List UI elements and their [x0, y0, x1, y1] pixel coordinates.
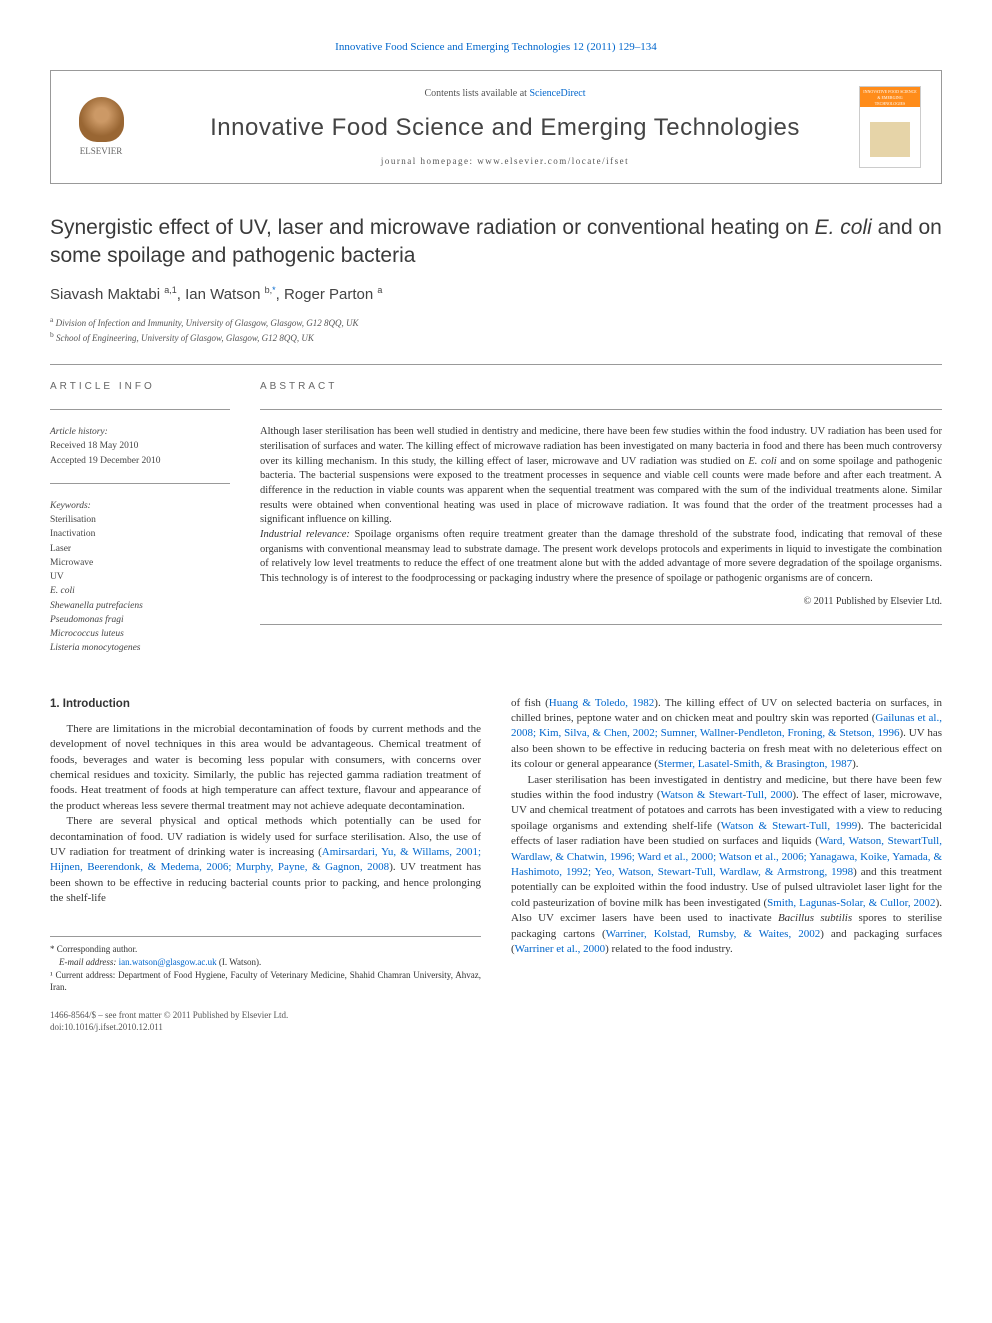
- email-label: E-mail address:: [59, 957, 116, 967]
- article-title: Synergistic effect of UV, laser and micr…: [50, 214, 942, 269]
- history-label: Article history:: [50, 425, 230, 439]
- keyword: Micrococcus luteus: [50, 627, 230, 641]
- cover-label: INNOVATIVE FOOD SCIENCE & EMERGING TECHN…: [862, 89, 918, 106]
- citation-link[interactable]: Smith, Lagunas-Solar, & Cullor, 2002: [767, 897, 935, 909]
- c2p2-end: ) related to the food industry.: [605, 943, 733, 955]
- corresponding-author-link[interactable]: *: [272, 285, 276, 295]
- homepage-line: journal homepage: www.elsevier.com/locat…: [151, 155, 859, 168]
- email-line: E-mail address: ian.watson@glasgow.ac.uk…: [50, 956, 481, 969]
- species-name: Bacillus subtilis: [778, 912, 852, 924]
- industrial-relevance-label: Industrial relevance:: [260, 529, 350, 540]
- contents-line: Contents lists available at ScienceDirec…: [151, 87, 859, 101]
- c2p1-end: ).: [852, 758, 858, 770]
- email-who: (I. Watson).: [217, 957, 262, 967]
- footnotes: * Corresponding author. E-mail address: …: [50, 936, 481, 993]
- author-1-sup: a,1: [164, 285, 177, 295]
- abstract-column: ABSTRACT Although laser sterilisation ha…: [260, 380, 942, 671]
- keywords-label: Keywords:: [50, 499, 230, 513]
- corresponding-author-note: * Corresponding author.: [50, 943, 481, 956]
- left-column: 1. Introduction There are limitations in…: [50, 696, 481, 1034]
- citation-link[interactable]: Watson & Stewart-Tull, 2000: [661, 789, 793, 801]
- abstract-text: Although laser sterilisation has been we…: [260, 425, 942, 587]
- affiliation-a: a Division of Infection and Immunity, Un…: [50, 315, 942, 330]
- abstract-heading: ABSTRACT: [260, 380, 942, 394]
- citation-link[interactable]: Huang & Toledo, 1982: [549, 697, 655, 709]
- authors-list: Siavash Maktabi a,1, Ian Watson b,*, Rog…: [50, 284, 942, 305]
- info-divider-1: [50, 409, 230, 410]
- title-species: E. coli: [815, 216, 872, 239]
- elsevier-tree-icon: [79, 97, 124, 142]
- main-two-columns: 1. Introduction There are limitations in…: [50, 696, 942, 1034]
- header-center: Contents lists available at ScienceDirec…: [151, 87, 859, 167]
- article-info-column: ARTICLE INFO Article history: Received 1…: [50, 380, 230, 671]
- homepage-prefix: journal homepage:: [381, 156, 477, 166]
- keyword: Sterilisation: [50, 513, 230, 527]
- keyword: Pseudomonas fragi: [50, 613, 230, 627]
- keywords-list: Sterilisation Inactivation Laser Microwa…: [50, 513, 230, 656]
- publisher-logo: ELSEVIER: [71, 95, 131, 160]
- intro-paragraph-3: Laser sterilisation has been investigate…: [511, 773, 942, 958]
- abstract-bottom-divider: [260, 624, 942, 625]
- copyright-line: © 2011 Published by Elsevier Ltd.: [260, 595, 942, 609]
- keyword: E. coli: [50, 584, 230, 598]
- author-3-sup: a: [377, 285, 382, 295]
- citation-link[interactable]: Watson & Stewart-Tull, 1999: [721, 820, 857, 832]
- homepage-url[interactable]: www.elsevier.com/locate/ifset: [477, 156, 629, 166]
- info-divider-2: [50, 483, 230, 484]
- industrial-relevance-body: Spoilage organisms often require treatme…: [260, 529, 942, 584]
- intro-paragraph-1: There are limitations in the microbial d…: [50, 722, 481, 814]
- keyword: Inactivation: [50, 527, 230, 541]
- contents-prefix: Contents lists available at: [424, 88, 529, 99]
- abstract-species: E. coli: [748, 456, 776, 467]
- keyword: Shewanella putrefaciens: [50, 599, 230, 613]
- journal-cover-thumbnail: INNOVATIVE FOOD SCIENCE & EMERGING TECHN…: [859, 86, 921, 168]
- journal-header: ELSEVIER Contents lists available at Sci…: [50, 70, 942, 184]
- article-info-heading: ARTICLE INFO: [50, 380, 230, 394]
- intro-paragraph-2-cont: of fish (Huang & Toledo, 1982). The kill…: [511, 696, 942, 773]
- footnote-1: ¹ Current address: Department of Food Hy…: [50, 969, 481, 994]
- introduction-heading: 1. Introduction: [50, 696, 481, 712]
- publisher-name: ELSEVIER: [80, 145, 123, 158]
- abstract-divider: [260, 409, 942, 410]
- divider: [50, 364, 942, 365]
- email-link[interactable]: ian.watson@glasgow.ac.uk: [119, 957, 217, 967]
- keyword: Laser: [50, 542, 230, 556]
- intro-paragraph-2: There are several physical and optical m…: [50, 814, 481, 906]
- info-abstract-row: ARTICLE INFO Article history: Received 1…: [50, 380, 942, 671]
- author-1: Siavash Maktabi: [50, 286, 160, 303]
- author-3: Roger Parton: [284, 286, 373, 303]
- title-pre: Synergistic effect of UV, laser and micr…: [50, 216, 815, 239]
- article-history: Article history: Received 18 May 2010 Ac…: [50, 425, 230, 468]
- affiliation-b: b School of Engineering, University of G…: [50, 330, 942, 345]
- issn-copyright-line: 1466-8564/$ – see front matter © 2011 Pu…: [50, 1009, 481, 1034]
- sciencedirect-link[interactable]: ScienceDirect: [529, 88, 585, 99]
- issn-line: 1466-8564/$ – see front matter © 2011 Pu…: [50, 1009, 481, 1022]
- keyword: Microwave: [50, 556, 230, 570]
- accepted-date: Accepted 19 December 2010: [50, 454, 230, 468]
- received-date: Received 18 May 2010: [50, 439, 230, 453]
- author-2: Ian Watson: [185, 286, 260, 303]
- journal-citation-link[interactable]: Innovative Food Science and Emerging Tec…: [50, 40, 942, 55]
- citation-link[interactable]: Stermer, Lasatel-Smith, & Brasington, 19…: [658, 758, 852, 770]
- keywords-block: Keywords: Sterilisation Inactivation Las…: [50, 499, 230, 656]
- author-2-sup: b,: [265, 285, 273, 295]
- doi-line: doi:10.1016/j.ifset.2010.12.011: [50, 1021, 481, 1034]
- right-column: of fish (Huang & Toledo, 1982). The kill…: [511, 696, 942, 1034]
- keyword: Listeria monocytogenes: [50, 641, 230, 655]
- citation-link[interactable]: Warriner et al., 2000: [515, 943, 605, 955]
- keyword: UV: [50, 570, 230, 584]
- affiliations: a Division of Infection and Immunity, Un…: [50, 315, 942, 344]
- c2p1-pre: of fish (: [511, 697, 549, 709]
- citation-link[interactable]: Warriner, Kolstad, Rumsby, & Waites, 200…: [606, 928, 821, 940]
- journal-name: Innovative Food Science and Emerging Tec…: [151, 111, 859, 145]
